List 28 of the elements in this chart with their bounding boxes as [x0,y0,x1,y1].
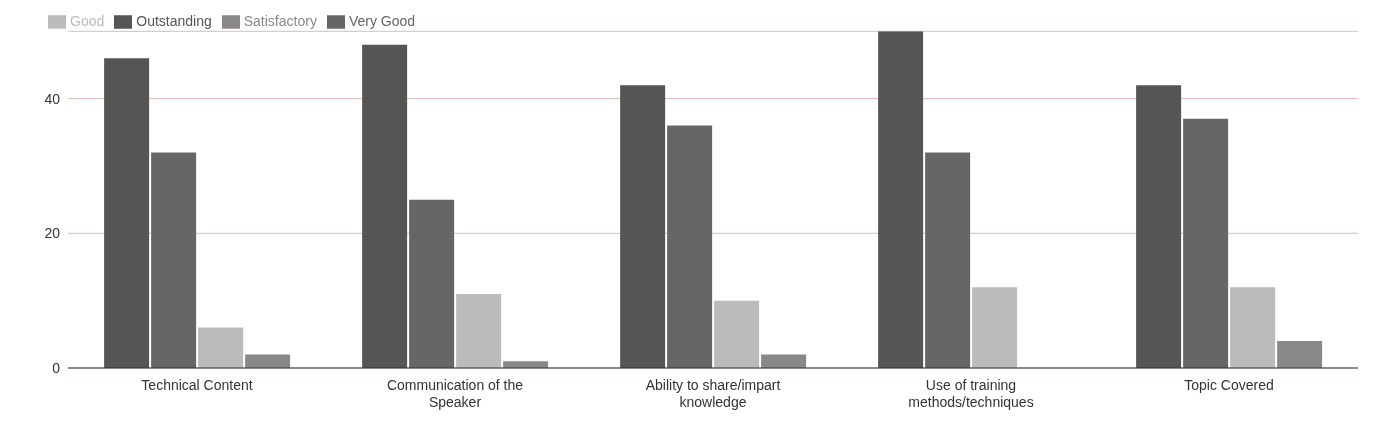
legend-label: Good [70,13,105,29]
x-tick-label: Communication of the Speaker [386,377,524,410]
legend-label: Very Good [348,13,416,29]
bar [620,85,666,368]
bar [878,31,924,368]
bar [409,199,455,368]
y-tick-label: 40 [44,90,61,107]
bar [456,293,502,368]
bar [151,152,197,368]
bar [1183,118,1229,368]
y-tick-label: 0 [52,359,61,376]
bar [1277,341,1323,368]
bar [1230,287,1276,368]
x-tick-label: Topic Covered [1184,377,1274,393]
x-tick-label: Technical Content [141,377,253,393]
bar [104,58,150,368]
bar [198,327,244,368]
bar [714,300,760,368]
x-tick-label: Ability to share/impart knowledge [645,377,781,410]
legend-label: Outstanding [136,13,212,29]
bar [972,287,1018,368]
y-tick-label: 20 [44,225,61,242]
x-tick-label: Use of training methods/techniques [908,377,1034,410]
bar [362,44,408,368]
bar [667,125,713,368]
bar [925,152,971,368]
bar [1136,85,1182,368]
legend-label: Satisfactory [243,13,317,29]
